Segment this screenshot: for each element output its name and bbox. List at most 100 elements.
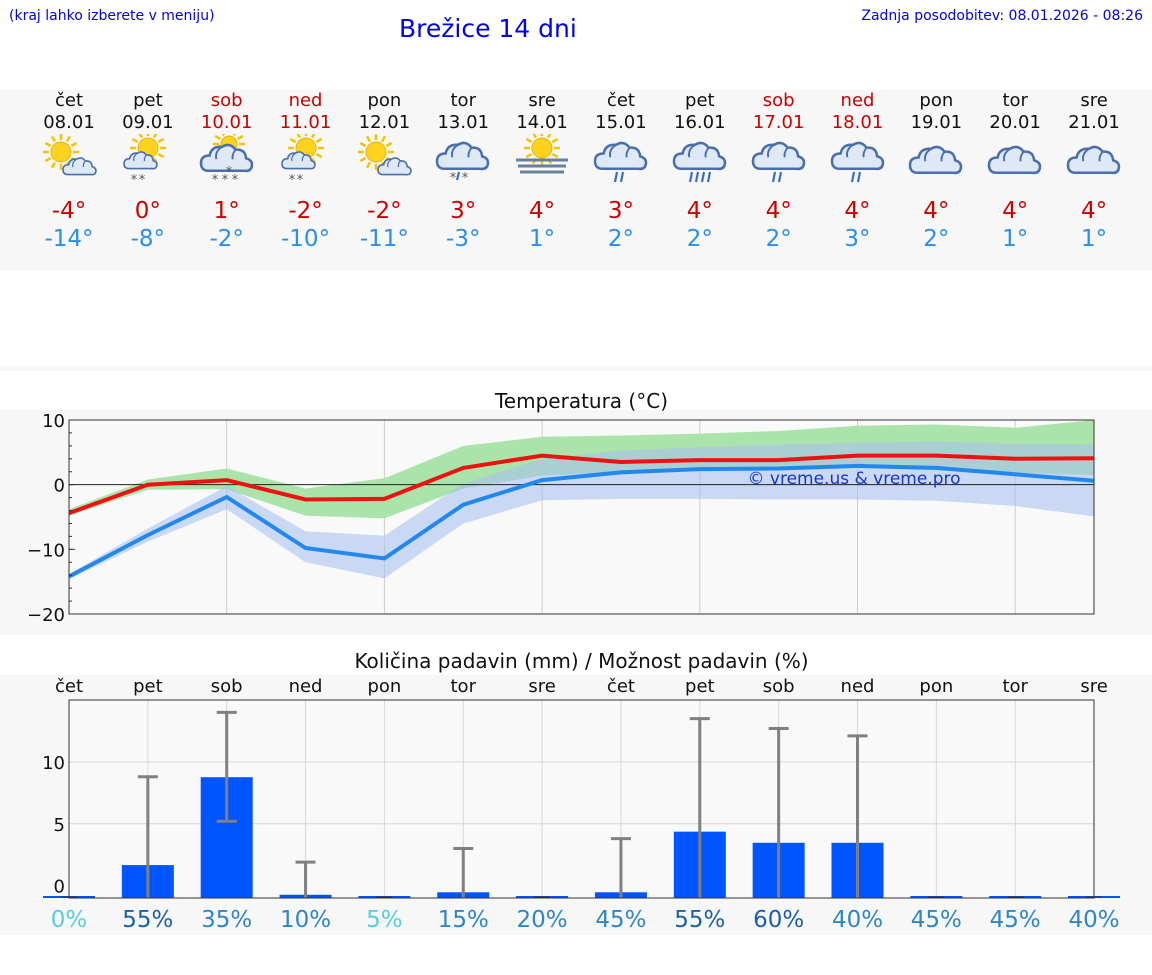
cloud-detail [687, 143, 710, 158]
sun-ray [214, 134, 221, 141]
snowflake: * [231, 173, 238, 186]
raindrop [856, 171, 861, 183]
precip-probability: 55% [674, 907, 725, 933]
cloud-detail [290, 152, 305, 162]
chart-title: Temperatura (°C) [494, 389, 668, 413]
cloud-detail [1082, 147, 1104, 162]
cloud-outline [593, 141, 648, 171]
temp-max: -2° [288, 198, 323, 224]
raindrop [777, 171, 782, 183]
x-category-label: čet [607, 676, 635, 697]
temp-min: 2° [607, 226, 634, 252]
separator-band [0, 366, 1152, 371]
sun-cloud-snow-icon: * * [120, 130, 176, 188]
temp-min: 3° [844, 226, 871, 252]
sun-ray [70, 141, 78, 148]
sun-ray [236, 134, 244, 141]
cloud-outline [830, 141, 884, 171]
sun-ray [551, 152, 559, 159]
cloud-icon [987, 134, 1043, 186]
sun-ray [157, 137, 165, 144]
x-category-label: sob [211, 676, 243, 697]
sun-ray [44, 156, 52, 163]
snowflake: * [131, 173, 138, 186]
sun-ray [310, 131, 316, 139]
sun-ray [360, 156, 367, 163]
sun-cloud-icon [356, 134, 413, 186]
cloud-outline [987, 145, 1042, 175]
sun-ray [219, 129, 225, 136]
raindrop [706, 171, 711, 183]
snowflake: * [139, 173, 146, 186]
cloud-shape [1066, 145, 1121, 175]
precipitation-chart: Količina padavin (mm) / Možnost padavin … [42, 649, 1121, 933]
day-name: čet [606, 90, 635, 111]
temp-max: 4° [1002, 198, 1029, 224]
day-name: sob [762, 90, 795, 111]
temp-max: 1° [213, 198, 240, 224]
day-date: 08.01 [43, 112, 95, 133]
sun-disc [531, 137, 553, 159]
last-updated: Zadnja posodobitev: 08.01.2026 - 08:26 [861, 8, 1143, 24]
snowflake: * [296, 173, 303, 186]
temperature-chart: Temperatura (°C) 10 0 −10 −20 © vreme.us & vr… [27, 389, 1095, 626]
cloud-shape [593, 141, 648, 171]
x-category-label: ned [289, 676, 323, 697]
sun-ray [547, 131, 553, 139]
day-name: ned [840, 90, 875, 111]
day-date: 16.01 [674, 112, 726, 133]
temp-max: -4° [51, 198, 87, 224]
cloud-rain-icon [830, 134, 886, 186]
x-category-label: tor [451, 676, 477, 697]
temp-max: 3° [607, 198, 634, 224]
day-name: sob [210, 90, 243, 111]
raindrop [771, 171, 776, 183]
cloud-shape [909, 145, 963, 175]
y-tick-label: −20 [27, 605, 65, 626]
cloud-shape [672, 141, 727, 171]
temp-min: -2° [209, 226, 244, 252]
sun-shape [358, 134, 395, 170]
cloud-outline [751, 141, 805, 171]
temp-min: -3° [446, 226, 481, 252]
precip-probability: 5% [366, 907, 403, 933]
temp-min: -10° [281, 226, 331, 252]
temp-max: 4° [686, 198, 713, 224]
day-name: čet [54, 90, 84, 111]
cloud-outline [377, 157, 413, 176]
cloud-shape [199, 143, 253, 173]
day-date: 19.01 [910, 112, 963, 133]
precip-probability: 45% [990, 907, 1041, 933]
temp-min: 1° [529, 226, 556, 252]
temp-max: 4° [844, 198, 871, 224]
sun-disc [365, 141, 387, 163]
raindrop [700, 171, 705, 183]
cloud-detail [766, 143, 788, 158]
day-date: 11.01 [279, 112, 332, 133]
sun-ray [50, 135, 57, 143]
cloud-outline [280, 151, 316, 170]
temp-max: 0° [134, 198, 161, 224]
temp-min: -8° [130, 226, 166, 252]
cloud-outline [436, 141, 490, 171]
cloud-outline [62, 157, 97, 176]
precip-probability: 35% [201, 907, 252, 933]
sun-ray [137, 131, 143, 139]
precip-probability: 55% [122, 907, 173, 933]
sun-ray [525, 152, 533, 159]
location-hint[interactable]: (kraj lahko izberete v meniju) [9, 8, 215, 24]
sun-ray [360, 141, 367, 148]
sun-ray [366, 135, 372, 143]
y-tick-label: 10 [42, 411, 65, 432]
cloud-sleet-icon: * * [435, 134, 491, 186]
precip-probability: 45% [911, 907, 962, 933]
y-tick-label: 5 [54, 815, 65, 836]
sun-ray [50, 161, 57, 169]
cloud-detail [132, 152, 147, 162]
cloud-detail [845, 143, 867, 158]
day-name: tor [1002, 90, 1028, 111]
sun-ray [131, 137, 139, 144]
raindrop [619, 171, 625, 183]
cloud-shape [377, 157, 413, 176]
sun-ray [44, 141, 52, 148]
